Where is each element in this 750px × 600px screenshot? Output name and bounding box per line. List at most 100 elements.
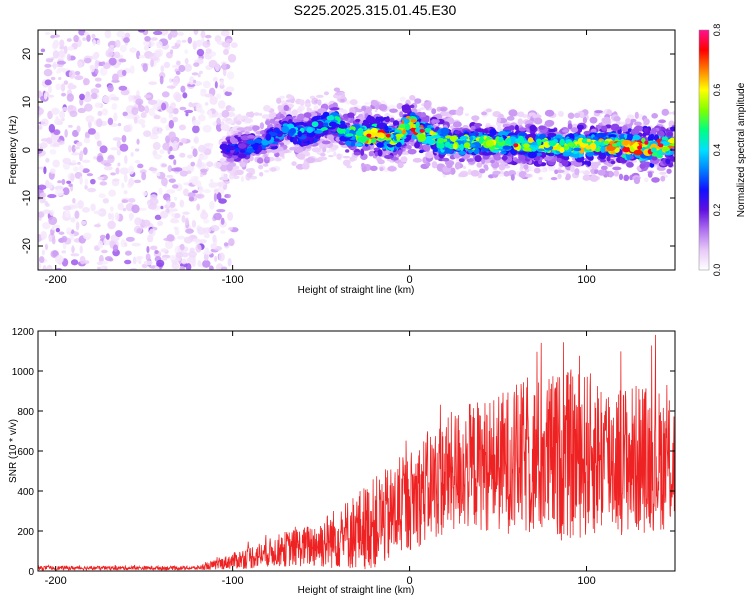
heatmap-noise-cell: [118, 58, 127, 63]
heatmap-noise-cell: [50, 34, 56, 39]
heatmap-ridge-cell: [603, 140, 610, 146]
heatmap-noise-cell: [92, 52, 98, 60]
heatmap-ridge-cell: [571, 152, 580, 158]
heatmap-noise-cell: [135, 98, 144, 106]
heatmap-noise-cell: [68, 183, 73, 187]
heatmap-ridge-cell: [392, 120, 400, 127]
heatmap-noise-cell: [60, 83, 66, 92]
heatmap-ridge-cell: [565, 176, 571, 181]
heatmap-noise-cell: [50, 76, 56, 81]
heatmap-ridge-cell: [272, 121, 280, 125]
heatmap-noise-cell: [123, 125, 131, 133]
heatmap-noise-cell: [70, 259, 79, 266]
heatmap-ridge-cell: [286, 94, 293, 99]
heatmap-ridge-cell: [439, 111, 449, 117]
heatmap-ridge-cell: [445, 135, 452, 139]
heatmap-ridge-cell: [440, 127, 450, 135]
heatmap-noise-cell: [79, 255, 86, 265]
heatmap-noise-cell: [182, 92, 188, 99]
heatmap-ridge-cell: [247, 134, 256, 139]
heatmap-noise-cell: [84, 103, 93, 112]
heatmap-noise-cell: [161, 177, 168, 187]
heatmap-ridge-cell: [453, 153, 461, 159]
heatmap-noise-cell: [170, 167, 180, 172]
heatmap-noise-cell: [172, 77, 179, 87]
heatmap-ridge-cell: [322, 111, 330, 118]
heatmap-noise-cell: [83, 147, 88, 156]
heatmap-ridge-cell: [613, 116, 621, 122]
heatmap-ridge-cell: [371, 138, 377, 144]
heatmap-noise-cell: [162, 142, 171, 151]
heatmap-noise-cell: [97, 110, 103, 117]
heatmap-ridge-cell: [544, 109, 555, 117]
heatmap-ridge-cell: [434, 154, 440, 160]
heatmap-noise-cell: [47, 110, 53, 120]
heatmap-noise-cell: [140, 112, 147, 119]
heatmap-noise-cell: [169, 201, 176, 209]
heatmap-noise-cell: [197, 114, 206, 122]
heatmap-ridge-cell: [234, 169, 244, 176]
heatmap-noise-cell: [48, 123, 56, 133]
heatmap-noise-cell: [50, 107, 60, 115]
heatmap-noise-cell: [220, 230, 226, 234]
heatmap-ridge-cell: [643, 127, 649, 133]
heatmap-noise-cell: [40, 118, 49, 127]
heatmap-noise-cell: [43, 166, 47, 175]
heatmap-ridge-cell: [299, 99, 305, 106]
heatmap-faint-cell: [579, 170, 586, 174]
heatmap-noise-cell: [112, 137, 122, 141]
heatmap-ridge-cell: [496, 117, 502, 123]
heatmap-ridge-cell: [304, 151, 311, 157]
heatmap-ridge-cell: [288, 118, 293, 125]
heatmap-noise-cell: [82, 206, 91, 213]
heatmap-ridge-cell: [431, 119, 440, 124]
heatmap-noise-cell: [181, 214, 186, 223]
heatmap-noise-cell: [62, 157, 72, 164]
heatmap-noise-cell: [138, 30, 145, 33]
heatmap-noise-cell: [202, 80, 211, 89]
heatmap-noise-cell: [166, 189, 176, 194]
heatmap-ridge-cell: [263, 105, 271, 112]
heatmap-noise-cell: [146, 246, 150, 253]
heatmap-ridge-cell: [533, 117, 543, 125]
heatmap-ridge-cell: [538, 125, 546, 130]
heatmap-noise-cell: [197, 144, 207, 153]
heatmap-noise-cell: [90, 88, 100, 95]
heatmap-ridge-cell: [400, 156, 408, 163]
heatmap-noise-cell: [38, 107, 44, 116]
heatmap-noise-cell: [98, 176, 104, 181]
heatmap-noise-cell: [166, 200, 171, 207]
heatmap-faint-cell: [374, 109, 378, 113]
heatmap-noise-cell: [164, 240, 174, 250]
heatmap-ridge-cell: [459, 143, 464, 152]
heatmap-noise-cell: [98, 193, 106, 198]
heatmap-noise-cell: [58, 231, 65, 235]
heatmap-noise-cell: [40, 230, 47, 240]
heatmap-ridge-cell: [537, 148, 545, 152]
heatmap-ridge-cell: [220, 124, 230, 131]
heatmap-ridge-cell: [469, 136, 474, 141]
heatmap-noise-cell: [195, 193, 205, 199]
heatmap-noise-cell: [43, 92, 48, 100]
x-tick-label: -100: [222, 575, 244, 587]
heatmap-noise-cell: [64, 210, 71, 218]
heatmap-noise-cell: [212, 76, 218, 83]
heatmap-ridge-cell: [590, 128, 597, 134]
heatmap-noise-cell: [183, 236, 193, 244]
heatmap-noise-cell: [141, 123, 146, 129]
heatmap-ridge-cell: [626, 133, 633, 141]
heatmap-noise-cell: [188, 251, 198, 258]
heatmap-noise-cell: [72, 129, 79, 138]
heatmap-noise-cell: [148, 107, 155, 117]
heatmap-ridge-cell: [320, 152, 326, 157]
heatmap-ridge-cell: [289, 128, 296, 133]
heatmap-noise-cell: [96, 155, 104, 163]
heatmap-noise-cell: [40, 138, 50, 142]
x-tick-label: -200: [45, 274, 67, 286]
heatmap-ridge-cell: [342, 159, 351, 167]
heatmap-ridge-cell: [440, 107, 446, 112]
heatmap-ridge-cell: [345, 133, 354, 137]
heatmap-faint-cell: [253, 112, 260, 116]
heatmap-faint-cell: [462, 166, 467, 170]
